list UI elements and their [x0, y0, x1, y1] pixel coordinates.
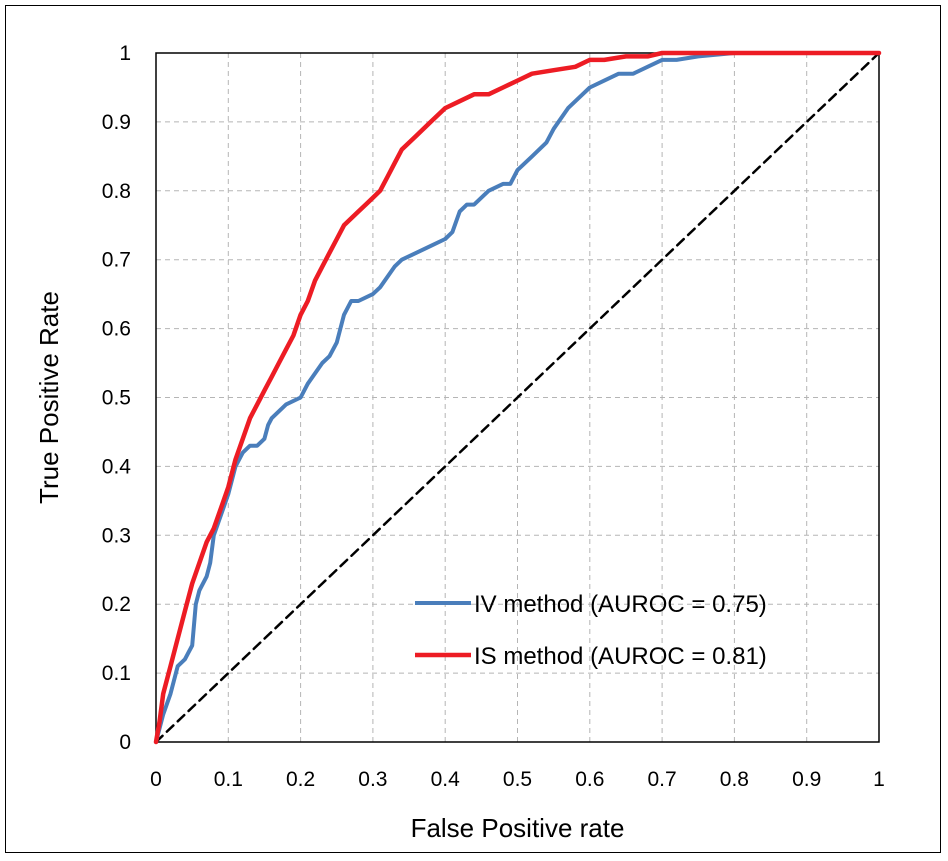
x-tick-label: 0 — [150, 768, 162, 791]
axes — [155, 52, 880, 743]
legend-label-is: IS method (AUROC = 0.81) — [474, 643, 767, 670]
y-tick-label: 0.2 — [102, 593, 131, 616]
y-tick-label: 0.4 — [102, 455, 132, 478]
x-tick-label: 0.8 — [720, 768, 749, 791]
x-tick-label: 0.4 — [431, 768, 461, 791]
y-tick-label: 0 — [119, 731, 131, 754]
x-tick-label: 0.2 — [286, 768, 315, 791]
y-tick-label: 1 — [119, 42, 131, 65]
roc-chart: 0 0.1 0.2 0.3 0.4 0.5 0.6 0.7 0.8 0.9 1 0 0.1 0.2 0.3 0… — [34, 42, 885, 843]
tick-labels: 0 0.1 0.2 0.3 0.4 0.5 0.6 0.7 0.8 0.9 1 0 0.1 0.2 0.3 0… — [102, 42, 885, 791]
y-tick-label: 0.7 — [102, 249, 131, 272]
y-tick-label: 0.6 — [102, 318, 131, 341]
y-tick-label: 0.8 — [102, 180, 131, 203]
plot-area-border — [155, 52, 880, 743]
x-tick-label: 1 — [873, 768, 885, 791]
x-tick-label: 0.5 — [503, 768, 532, 791]
x-axis-title: False Positive rate — [411, 813, 625, 843]
diagonal-reference-line — [154, 51, 881, 744]
iv-method-line — [154, 51, 881, 744]
x-tick-label: 0.6 — [575, 768, 604, 791]
x-tick-label: 0.1 — [214, 768, 243, 791]
y-axis-title: True Positive Rate — [34, 291, 64, 504]
x-tick-label: 0.7 — [647, 768, 676, 791]
legend: IV method (AUROC = 0.75) IS method (AURO… — [415, 591, 767, 670]
chart-frame: 0 0.1 0.2 0.3 0.4 0.5 0.6 0.7 0.8 0.9 1 0 0.1 0.2 0.3 0… — [5, 5, 941, 853]
series-layer — [153, 50, 882, 745]
x-tick-label: 0.3 — [358, 768, 387, 791]
legend-label-iv: IV method (AUROC = 0.75) — [474, 591, 767, 618]
y-tick-label: 0.3 — [102, 524, 131, 547]
y-tick-label: 0.1 — [102, 662, 131, 685]
y-tick-label: 0.9 — [102, 111, 131, 134]
x-tick-label: 0.9 — [792, 768, 821, 791]
is-method-line — [153, 50, 882, 745]
y-tick-label: 0.5 — [102, 387, 131, 410]
